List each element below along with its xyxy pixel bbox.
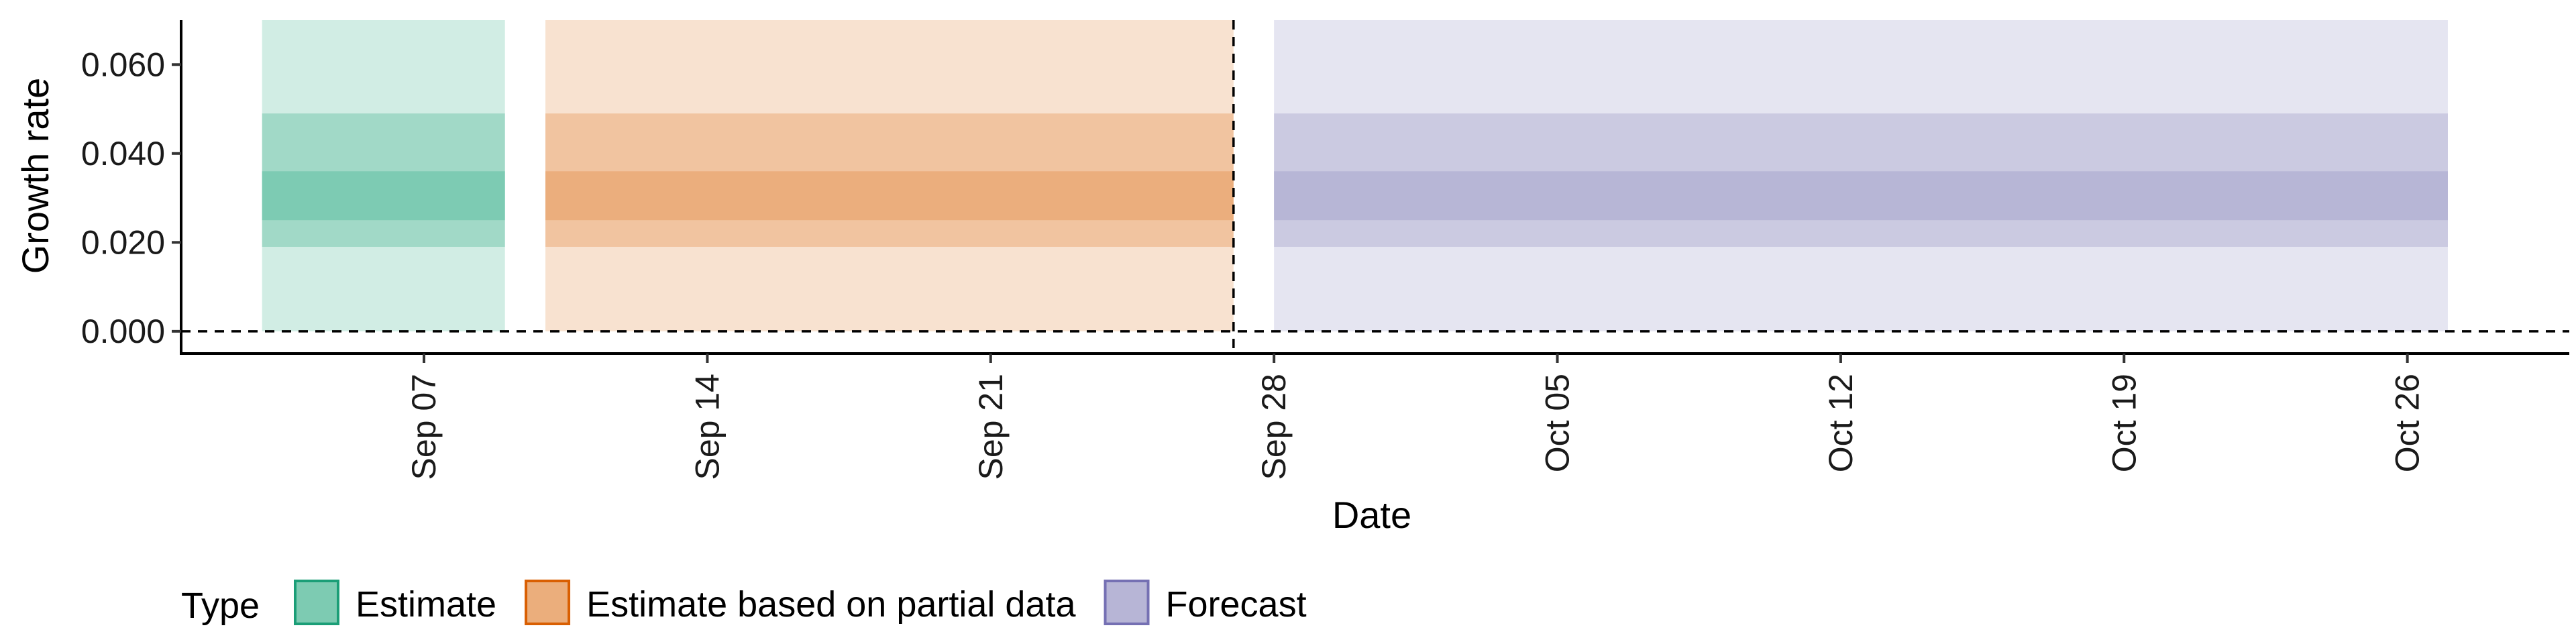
x-tick-label: Oct 26: [2389, 374, 2426, 472]
x-tick-label: Oct 19: [2105, 374, 2143, 472]
band-inner: [1274, 171, 2448, 221]
legend-title: Type: [181, 586, 260, 626]
y-tick-label: 0.000: [81, 313, 165, 350]
series-0: [262, 20, 505, 331]
legend-item-0: Estimate: [294, 580, 496, 625]
legend: Type Estimate Estimate based on partial d…: [181, 580, 1307, 626]
legend-swatch: [525, 580, 571, 625]
x-tick-label: Sep 21: [972, 374, 1010, 480]
y-tick-label: 0.060: [81, 46, 165, 83]
legend-item-1: Estimate based on partial data: [525, 580, 1076, 625]
x-axis-title: Date: [1332, 494, 1411, 536]
legend-label: Forecast: [1166, 584, 1307, 625]
ribbon-bands: [262, 20, 2448, 331]
y-tick-label: 0.040: [81, 135, 165, 172]
reference-lines: [181, 20, 2569, 354]
band-inner: [262, 171, 505, 221]
band-inner: [545, 171, 1234, 221]
series-2: [1274, 20, 2448, 331]
x-tick-label: Sep 28: [1255, 374, 1293, 480]
x-tick-label: Sep 07: [405, 374, 443, 480]
legend-swatch: [294, 580, 339, 625]
legend-swatch: [1104, 580, 1150, 625]
x-tick-label: Sep 14: [688, 374, 726, 480]
x-tick-label: Oct 05: [1539, 374, 1576, 472]
series-1: [545, 20, 1234, 331]
y-axis-title: Growth rate: [14, 78, 56, 274]
axes: 0.000 0.020 0.040 0.060 Sep 07 Sep 14 Sep 21 Se…: [81, 20, 2569, 480]
legend-item-2: Forecast: [1104, 580, 1307, 625]
y-tick-label: 0.020: [81, 223, 165, 261]
legend-label: Estimate: [356, 584, 496, 625]
legend-label: Estimate based on partial data: [586, 584, 1076, 625]
x-tick-label: Oct 12: [1822, 374, 1860, 472]
